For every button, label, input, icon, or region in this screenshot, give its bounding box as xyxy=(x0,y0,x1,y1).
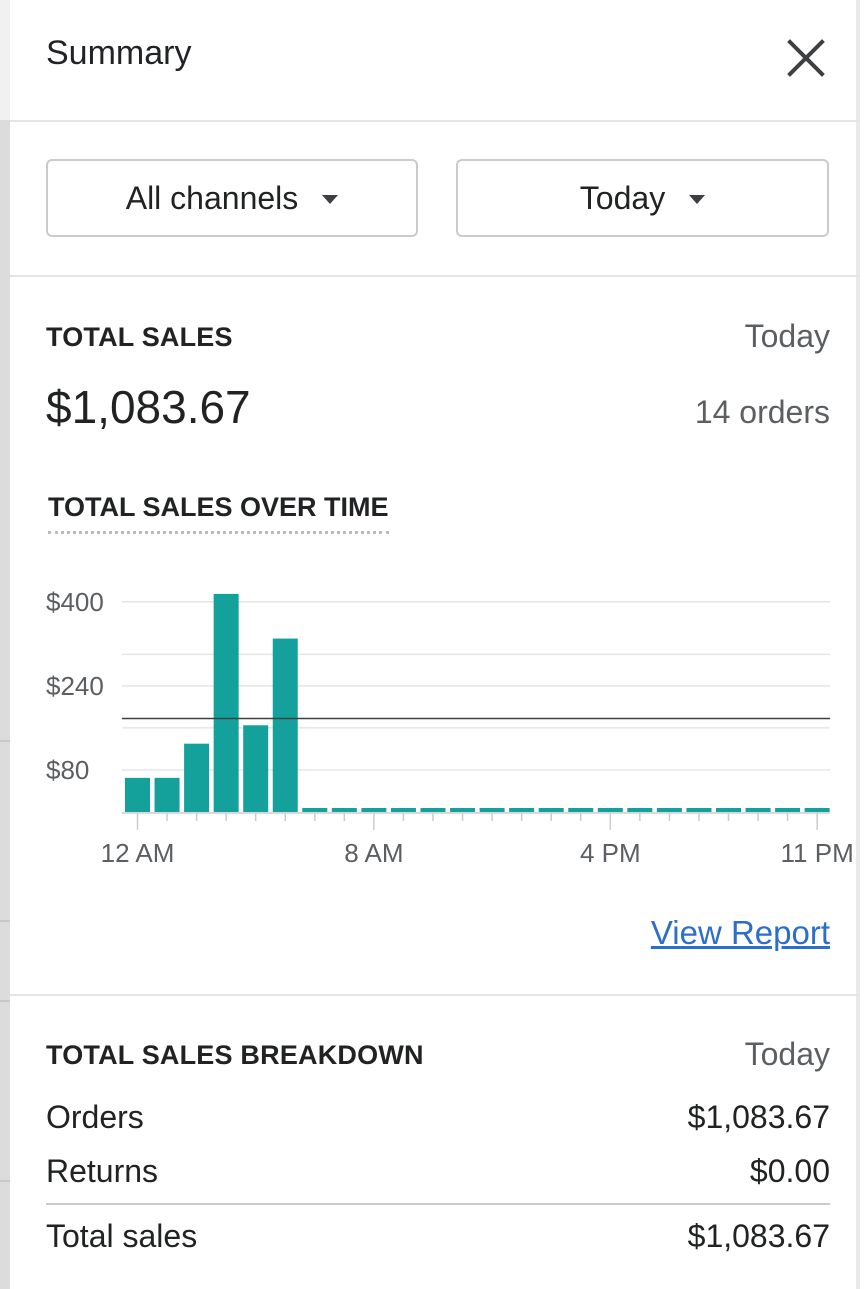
chart-bar xyxy=(213,593,239,812)
chart-bar xyxy=(745,808,771,812)
header-divider xyxy=(10,120,860,122)
chart-bar xyxy=(686,808,712,812)
chart-bar xyxy=(302,808,328,812)
close-button[interactable] xyxy=(778,30,834,86)
y-tick-label: $240 xyxy=(46,671,104,701)
total-sales-period: Today xyxy=(744,318,830,354)
filters-divider xyxy=(10,275,860,277)
chart-bar xyxy=(154,777,180,812)
background-divider xyxy=(0,920,10,922)
chart-divider xyxy=(10,994,860,996)
total-rule xyxy=(46,1203,830,1205)
returns-value: $0.00 xyxy=(749,1153,830,1189)
y-tick-label: $80 xyxy=(46,755,89,785)
summary-panel: Summary All channels Today TOTAL SALES T… xyxy=(10,0,860,1289)
orders-value: $1,083.67 xyxy=(687,1099,830,1135)
chart-bar xyxy=(716,808,741,812)
background-divider xyxy=(0,1180,10,1182)
breakdown-heading: TOTAL SALES BREAKDOWN xyxy=(46,1040,424,1070)
period-filter-button[interactable]: Today xyxy=(456,159,829,237)
period-filter-label: Today xyxy=(579,179,666,216)
chart-bar xyxy=(775,808,801,812)
caret-down-icon xyxy=(322,195,339,204)
total-sales-heading: TOTAL SALES xyxy=(46,322,233,352)
orders-label: Orders xyxy=(46,1099,144,1135)
chart-bar xyxy=(479,808,505,812)
chart-bar xyxy=(804,808,830,812)
x-tick-label: 4 PM xyxy=(580,838,641,868)
channel-filter-button[interactable]: All channels xyxy=(46,159,418,237)
chart-bar xyxy=(272,638,298,812)
x-tick-label: 11 PM xyxy=(781,838,854,868)
orders-count: 14 orders xyxy=(694,394,830,430)
background-page-header xyxy=(0,0,10,120)
total-sales-label: Total sales xyxy=(46,1218,198,1254)
chart-bar xyxy=(331,808,357,812)
close-icon xyxy=(787,39,825,77)
chart-bar xyxy=(568,808,594,812)
chart-title[interactable]: TOTAL SALES OVER TIME xyxy=(48,492,389,534)
chart-bar xyxy=(361,808,387,812)
total-sales-value: $1,083.67 xyxy=(687,1218,830,1254)
panel-header: Summary xyxy=(10,0,860,120)
chart-bar xyxy=(627,808,653,812)
sales-over-time-chart: $400 $240 $80 12 AM 8 AM 4 PM 11 PM xyxy=(46,587,854,868)
x-tick-label: 8 AM xyxy=(344,838,403,868)
panel-right-edge xyxy=(856,0,860,1289)
background-divider xyxy=(0,740,10,742)
chart-bar xyxy=(184,743,210,812)
chart-bar xyxy=(538,808,564,812)
total-sales-amount: $1,083.67 xyxy=(46,381,251,433)
view-report-link[interactable]: View Report xyxy=(650,914,830,951)
background-divider xyxy=(0,1000,10,1002)
background-page-edge xyxy=(0,0,10,1289)
breakdown-period: Today xyxy=(744,1036,830,1072)
chart-bar xyxy=(450,808,476,812)
caret-down-icon xyxy=(689,195,706,204)
chart-bar xyxy=(656,808,682,812)
chart-bar xyxy=(509,808,535,812)
chart-bar xyxy=(597,808,623,812)
y-tick-label: $400 xyxy=(46,587,104,617)
chart-bar xyxy=(243,725,269,812)
returns-label: Returns xyxy=(46,1153,159,1189)
x-tick-label: 12 AM xyxy=(101,838,175,868)
panel-title: Summary xyxy=(46,34,192,72)
chart-bar xyxy=(390,808,416,812)
chart-bar xyxy=(420,808,446,812)
chart-bar xyxy=(125,777,150,812)
channel-filter-label: All channels xyxy=(125,179,299,216)
